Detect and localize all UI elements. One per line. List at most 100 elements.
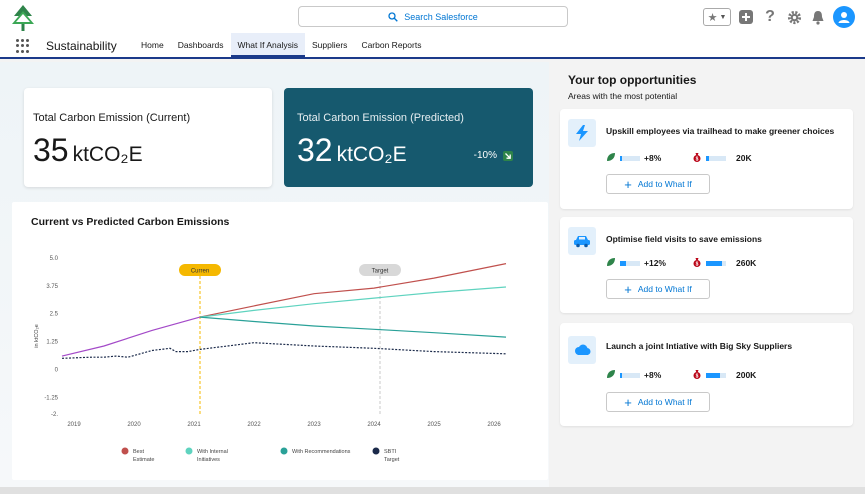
leaf-icon bbox=[606, 369, 616, 381]
y-tick-label: -1.25 bbox=[44, 395, 58, 401]
delta-value: -10% bbox=[473, 150, 497, 161]
reduction-bar-fill bbox=[620, 155, 622, 161]
app-name: Sustainability bbox=[46, 39, 117, 53]
avatar[interactable] bbox=[833, 6, 855, 28]
emissions-chart: 5.0 3.75 2.5 1.25 0 -1.25 -2. 2019 2020 2021 2022 2… bbox=[34, 256, 507, 463]
kpi-current-value: 35 bbox=[33, 132, 69, 168]
lightning-icon bbox=[568, 119, 596, 147]
opportunity-metrics: +8% $ 20K bbox=[606, 152, 752, 164]
svg-text:$: $ bbox=[696, 373, 699, 379]
cost-bar bbox=[706, 372, 726, 378]
kpi-predicted-value: 32 bbox=[297, 132, 333, 168]
kpi-card-predicted: Total Carbon Emission (Predicted) 32 ktCO… bbox=[284, 88, 533, 187]
cost-value: 260K bbox=[736, 258, 757, 268]
add-to-what-if-button[interactable]: + Add to What If bbox=[606, 392, 710, 412]
reduction-bar-fill bbox=[620, 372, 622, 378]
legend-best-estimate-label: Best Estimate bbox=[133, 449, 154, 463]
legend-recommendations-label: With Recommendations bbox=[292, 449, 351, 455]
cost-bar bbox=[706, 260, 726, 266]
x-tick-label: 2020 bbox=[127, 422, 141, 428]
bottom-scrollbar[interactable] bbox=[0, 487, 865, 494]
tab-suppliers[interactable]: Suppliers bbox=[312, 40, 348, 50]
reduction-value: +8% bbox=[644, 153, 662, 163]
app-navigation: Sustainability Home Dashboards What If A… bbox=[0, 33, 865, 59]
tab-home[interactable]: Home bbox=[141, 40, 164, 50]
opportunity-card: Launch a joint Intiative with Big Sky Su… bbox=[560, 323, 853, 426]
cloud-icon bbox=[568, 336, 596, 364]
chevron-down-icon[interactable]: ▼ bbox=[719, 13, 727, 21]
search-input[interactable]: Search Salesforce bbox=[298, 6, 568, 27]
legend-sbti-target-label: SBTI Target bbox=[384, 449, 400, 463]
opportunity-card: Upskill employees via trailhead to make … bbox=[560, 109, 853, 209]
car-icon bbox=[568, 227, 596, 255]
add-to-what-if-label: Add to What If bbox=[637, 179, 692, 189]
bell-icon[interactable] bbox=[809, 8, 827, 26]
add-to-what-if-label: Add to What If bbox=[637, 284, 692, 294]
y-tick-label: 3.75 bbox=[46, 284, 58, 290]
x-tick-label: 2025 bbox=[427, 422, 441, 428]
app-launcher-icon[interactable] bbox=[16, 39, 30, 53]
favorites-button[interactable]: ★ ▼ bbox=[703, 8, 731, 26]
add-icon[interactable] bbox=[737, 8, 755, 26]
tab-what-if-analysis[interactable]: What If Analysis bbox=[230, 33, 305, 57]
svg-text:$: $ bbox=[696, 156, 699, 162]
x-tick-label: 2021 bbox=[187, 422, 201, 428]
y-tick-label: 5.0 bbox=[50, 256, 59, 262]
cost-value: 200K bbox=[736, 370, 757, 380]
cost-metric: $ 20K bbox=[692, 152, 752, 164]
add-to-what-if-label: Add to What If bbox=[637, 397, 692, 407]
reduction-metric: +8% bbox=[606, 369, 692, 381]
search-icon bbox=[388, 11, 399, 22]
opportunity-metrics: +12% $ 260K bbox=[606, 257, 756, 269]
reduction-bar bbox=[620, 372, 640, 378]
tab-dashboards[interactable]: Dashboards bbox=[177, 40, 224, 50]
reduction-value: +12% bbox=[644, 258, 666, 268]
gear-icon[interactable] bbox=[785, 8, 803, 26]
help-icon[interactable]: ? bbox=[765, 8, 775, 25]
add-to-what-if-button[interactable]: + Add to What If bbox=[606, 174, 710, 194]
add-to-what-if-button[interactable]: + Add to What If bbox=[606, 279, 710, 299]
opportunity-card: Optimise field visits to save emissions … bbox=[560, 217, 853, 313]
y-tick-label: 1.25 bbox=[46, 340, 58, 346]
kpi-current-value-row: 35 ktCO₂E bbox=[33, 132, 143, 169]
plus-icon: + bbox=[624, 176, 632, 192]
marker-pill bbox=[359, 264, 401, 276]
reduction-metric: +12% bbox=[606, 257, 692, 269]
y-tick-label: 2.5 bbox=[50, 312, 59, 318]
y-tick-label: -2. bbox=[51, 412, 58, 418]
kpi-current-unit: ktCO₂E bbox=[72, 143, 143, 166]
x-tick-label: 2019 bbox=[67, 422, 81, 428]
star-icon: ★ bbox=[707, 11, 718, 24]
cost-value: 20K bbox=[736, 153, 752, 163]
plus-icon: + bbox=[624, 394, 632, 410]
legend-best-estimate-swatch bbox=[121, 447, 129, 455]
nav-tabs: Home Dashboards What If Analysis Supplie… bbox=[134, 33, 428, 57]
global-header: Search Salesforce ★ ▼ ? bbox=[0, 0, 865, 33]
tab-carbon-reports[interactable]: Carbon Reports bbox=[361, 40, 422, 50]
reduction-value: +8% bbox=[644, 370, 662, 380]
cost-metric: $ 260K bbox=[692, 257, 756, 269]
kpi-predicted-value-row: 32 ktCO₂E bbox=[297, 132, 407, 169]
search-placeholder: Search Salesforce bbox=[404, 11, 478, 22]
legend-sbti-target-swatch bbox=[372, 447, 380, 455]
reduction-bar-fill bbox=[620, 260, 626, 266]
x-tick-label: 2022 bbox=[247, 422, 261, 428]
internal-initiatives-line bbox=[199, 286, 507, 318]
legend-internal-initiatives-label: With Internal Initiatives bbox=[197, 449, 228, 463]
x-tick-label: 2026 bbox=[487, 422, 501, 428]
y-axis-label: in ktCO₂e bbox=[34, 324, 40, 348]
x-tick-label: 2024 bbox=[367, 422, 381, 428]
money-bag-icon: $ bbox=[692, 369, 702, 381]
opportunities-title: Your top opportunities bbox=[568, 73, 697, 87]
marker-pill bbox=[179, 264, 221, 276]
leaf-icon bbox=[606, 152, 616, 164]
cost-bar-fill bbox=[706, 372, 720, 378]
tree-logo-icon[interactable] bbox=[10, 4, 36, 32]
kpi-predicted-label: Total Carbon Emission (Predicted) bbox=[297, 112, 464, 124]
money-bag-icon: $ bbox=[692, 257, 702, 269]
marker-label: Curren bbox=[191, 269, 209, 275]
sbti-target-line bbox=[61, 342, 507, 359]
cost-bar bbox=[706, 155, 726, 161]
kpi-predicted-delta: -10% bbox=[474, 150, 513, 161]
opportunities-header: Your top opportunities Areas with the mo… bbox=[568, 73, 696, 101]
